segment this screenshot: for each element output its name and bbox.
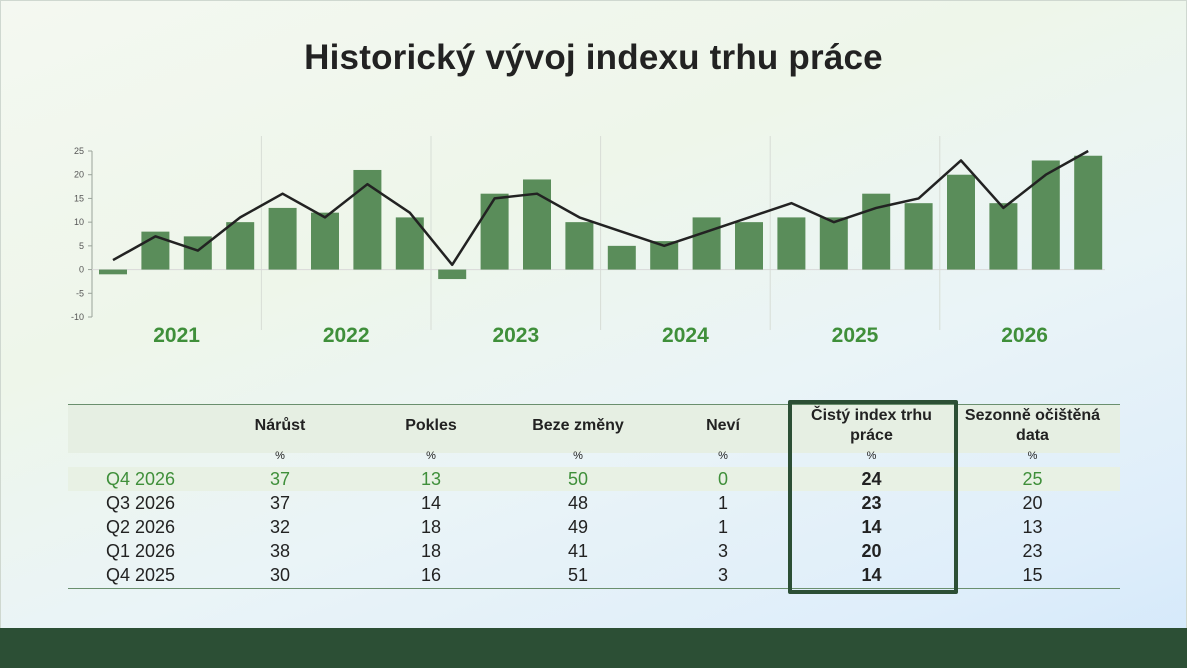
row-label: Q1 2026 xyxy=(106,541,176,561)
cell-sezonne: 23 xyxy=(1022,541,1043,561)
table-row: Q2 2026 32 18 49 1 14 13 xyxy=(68,515,1120,539)
group-label: 2025 xyxy=(832,324,879,347)
bar xyxy=(226,222,255,270)
table-row: Q1 2026 38 18 41 3 20 23 xyxy=(68,539,1120,563)
bar xyxy=(735,222,763,270)
col-header-pokles: Pokles xyxy=(405,417,457,434)
bar xyxy=(480,193,509,270)
unit-nevi: % xyxy=(718,450,728,462)
bar xyxy=(311,212,339,270)
bar xyxy=(904,203,933,270)
bar xyxy=(1074,155,1103,270)
col-header-sezonne: Sezonně očištěná data xyxy=(964,407,1101,444)
col-header-beze-zmeny: Beze změny xyxy=(532,417,624,434)
unit-sezonne: % xyxy=(1027,450,1038,462)
cell-beze-zmeny: 48 xyxy=(567,493,589,513)
y-tick-label: -5 xyxy=(76,288,84,298)
bar xyxy=(777,217,806,270)
bar xyxy=(268,207,297,270)
cell-nevi: 3 xyxy=(717,541,728,561)
table-row: Q3 2026 37 14 48 1 23 20 xyxy=(68,491,1120,515)
chart: 25 20 15 10 5 0 -5 -10 2021 2022 2023 2024 2025 2026 xyxy=(71,136,1105,347)
unit-beze-zmeny: % xyxy=(573,450,583,462)
bar xyxy=(607,245,636,270)
cell-nevi: 1 xyxy=(717,517,728,537)
unit-pokles: % xyxy=(426,450,436,462)
cell-sezonne: 15 xyxy=(1022,565,1043,585)
bar xyxy=(1031,160,1060,270)
bar xyxy=(565,222,594,270)
table-row: Q4 2026 37 13 50 0 24 25 xyxy=(68,467,1120,491)
bar xyxy=(353,169,382,270)
bar xyxy=(438,269,467,280)
cell-narust: 38 xyxy=(269,541,291,561)
cell-pokles: 13 xyxy=(420,469,442,489)
page-title: Historický vývoj indexu trhu práce xyxy=(304,38,883,77)
y-tick-label: 5 xyxy=(79,241,84,251)
cell-nevi: 1 xyxy=(717,493,728,513)
col-header-nevi: Neví xyxy=(706,417,740,434)
cell-beze-zmeny: 50 xyxy=(567,469,589,489)
bar xyxy=(692,217,721,270)
col-header-narust: Nárůst xyxy=(254,417,306,434)
y-tick-label: 20 xyxy=(74,170,84,180)
cell-narust: 37 xyxy=(269,469,291,489)
cell-narust: 30 xyxy=(269,565,291,585)
bar xyxy=(99,269,127,275)
cell-cisty-index: 14 xyxy=(861,565,882,585)
cell-nevi: 0 xyxy=(717,469,728,489)
highlight-box-cisty-index xyxy=(788,400,958,594)
unit-cisty-index: % xyxy=(866,450,877,462)
cell-beze-zmeny: 41 xyxy=(567,541,589,561)
bar xyxy=(989,203,1018,270)
series-line xyxy=(112,149,1089,267)
cell-nevi: 3 xyxy=(717,565,728,585)
table-row: Q4 2025 30 16 51 3 14 15 xyxy=(68,563,1120,587)
row-label: Q3 2026 xyxy=(106,493,176,513)
row-label: Q2 2026 xyxy=(106,517,176,537)
cell-sezonne: 13 xyxy=(1022,517,1043,537)
cell-sezonne: 25 xyxy=(1022,469,1043,489)
cell-narust: 37 xyxy=(269,493,291,513)
cell-beze-zmeny: 49 xyxy=(567,517,589,537)
y-tick-label: 10 xyxy=(74,217,84,227)
cell-narust: 32 xyxy=(269,517,291,537)
table-bottom-rule xyxy=(68,588,1120,589)
y-tick-label: 15 xyxy=(74,193,84,203)
table-highlight-band xyxy=(68,467,1120,491)
y-tick-label: 0 xyxy=(79,265,84,275)
group-label: 2021 xyxy=(153,324,200,347)
cell-pokles: 16 xyxy=(420,565,442,585)
bar xyxy=(947,174,975,270)
col-header-cisty-index: Čistý index trhu práce xyxy=(811,407,932,444)
data-table: Nárůst Pokles Beze změny Neví Čistý inde… xyxy=(68,404,1120,590)
group-label: 2026 xyxy=(1001,324,1048,347)
cell-cisty-index: 23 xyxy=(861,493,882,513)
unit-narust: % xyxy=(275,450,285,462)
bar xyxy=(141,231,170,270)
table-header-band xyxy=(68,404,1120,453)
cell-beze-zmeny: 51 xyxy=(567,565,589,585)
row-label: Q4 2025 xyxy=(106,565,176,585)
cell-cisty-index: 20 xyxy=(861,541,882,561)
y-tick-label: 25 xyxy=(74,146,84,156)
cell-sezonne: 20 xyxy=(1022,493,1043,513)
group-label: 2023 xyxy=(492,324,539,347)
row-label: Q4 2026 xyxy=(106,469,176,489)
y-tick-label: -10 xyxy=(71,312,84,322)
cell-pokles: 18 xyxy=(420,541,442,561)
cell-cisty-index: 24 xyxy=(861,469,882,489)
group-label: 2024 xyxy=(662,324,709,347)
footer-bar xyxy=(0,628,1187,668)
cell-pokles: 18 xyxy=(420,517,442,537)
bar xyxy=(819,217,848,270)
cell-cisty-index: 14 xyxy=(861,517,882,537)
cell-pokles: 14 xyxy=(420,493,442,513)
group-label: 2022 xyxy=(323,324,370,347)
